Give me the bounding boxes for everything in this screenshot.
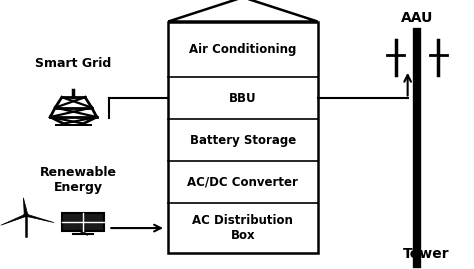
Polygon shape xyxy=(23,198,28,215)
Text: Air Conditioning: Air Conditioning xyxy=(189,43,297,56)
Polygon shape xyxy=(25,214,54,222)
Text: AC Distribution
Box: AC Distribution Box xyxy=(192,214,293,242)
Text: AC/DC Converter: AC/DC Converter xyxy=(188,176,298,189)
Text: Battery Storage: Battery Storage xyxy=(190,134,296,147)
Circle shape xyxy=(24,214,28,217)
Text: AAU: AAU xyxy=(401,11,433,25)
Bar xyxy=(62,213,103,231)
Text: Renewable
Energy: Renewable Energy xyxy=(40,166,117,194)
Text: Tower: Tower xyxy=(403,247,450,261)
Text: BBU: BBU xyxy=(229,92,257,105)
Bar xyxy=(168,22,318,253)
Polygon shape xyxy=(1,214,27,225)
Bar xyxy=(55,124,92,126)
Text: Smart Grid: Smart Grid xyxy=(36,57,111,70)
